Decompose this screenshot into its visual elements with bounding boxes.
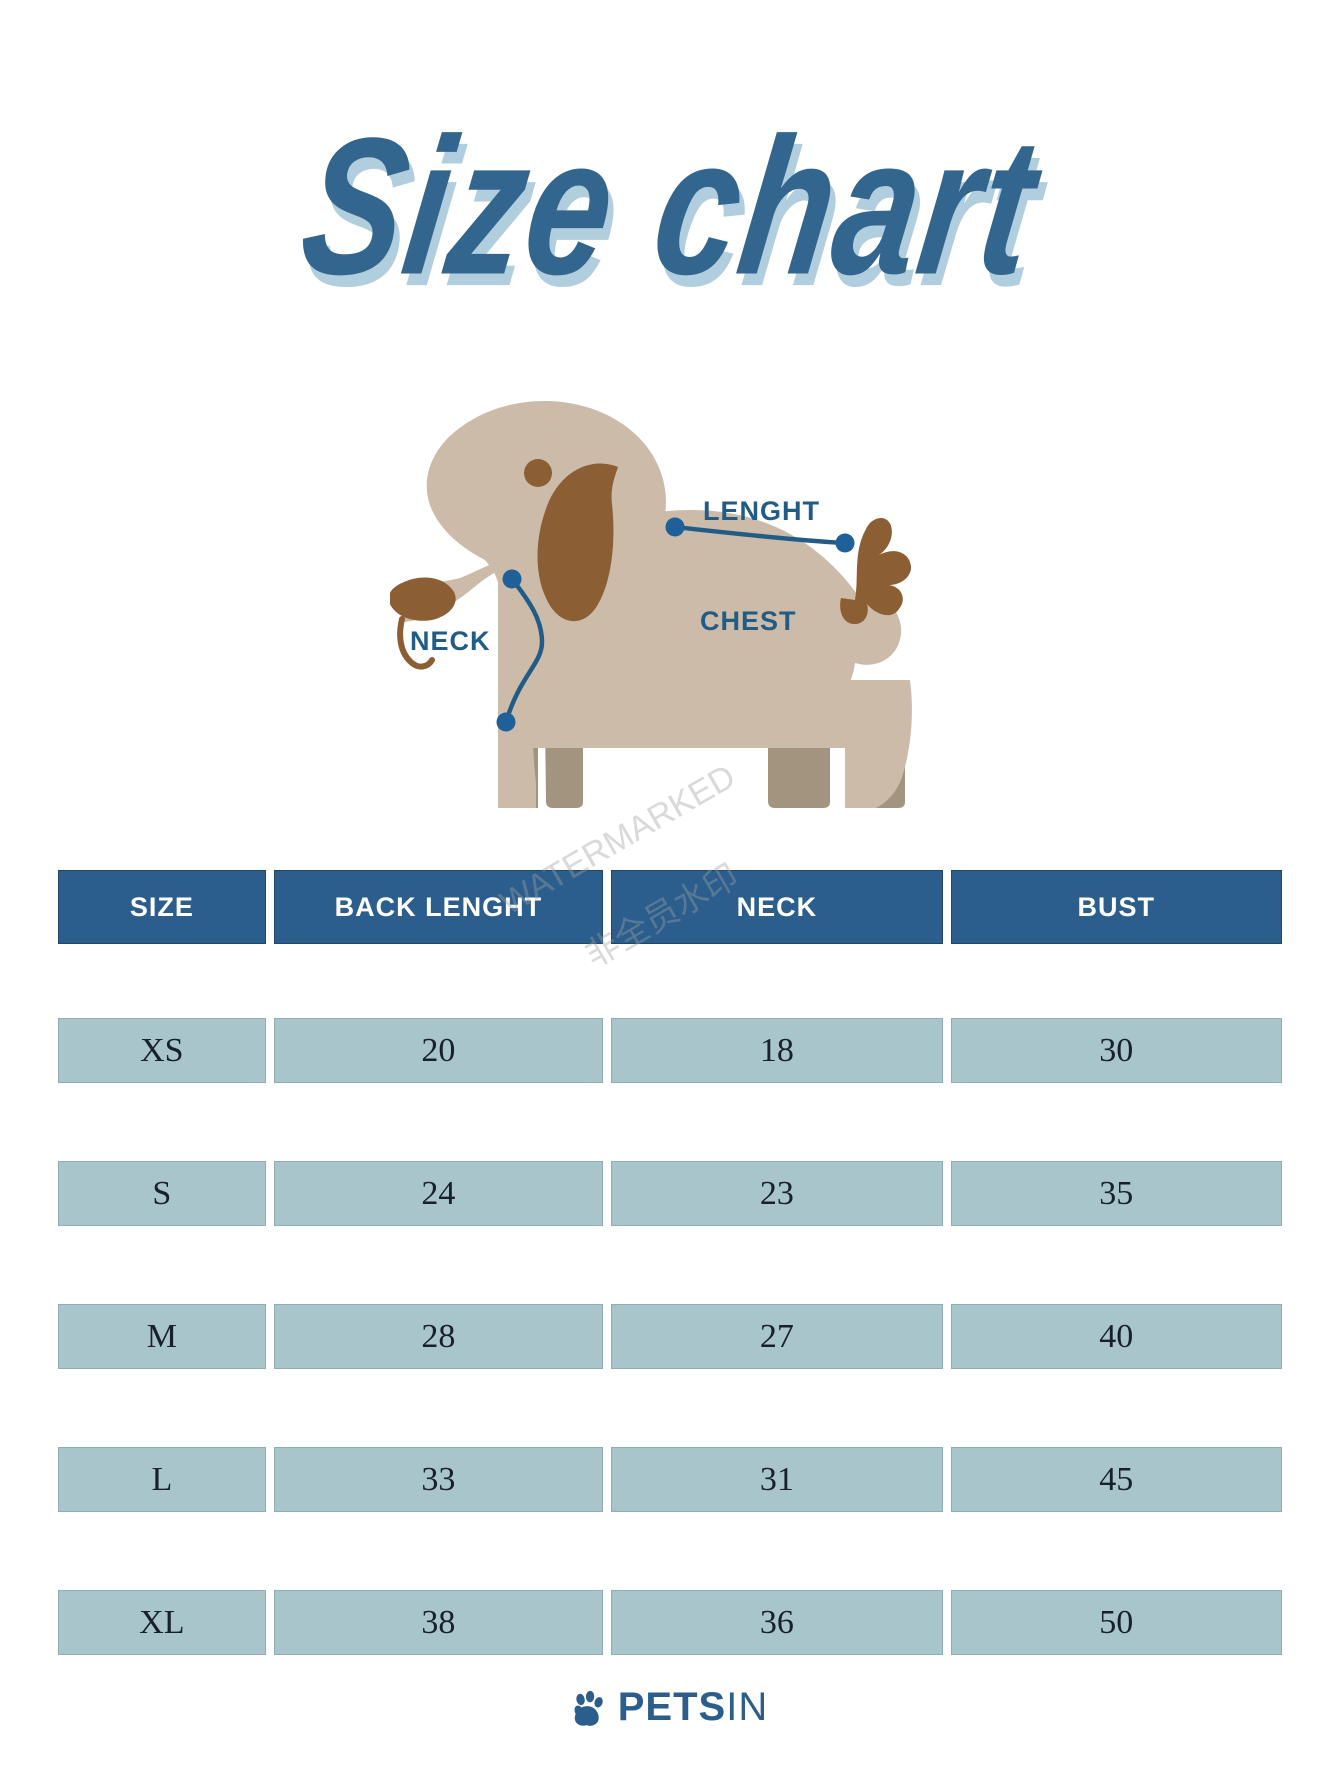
svg-text:CHEST: CHEST xyxy=(700,606,797,636)
svg-text:LENGHT: LENGHT xyxy=(703,496,820,526)
svg-text:NECK: NECK xyxy=(410,626,491,656)
